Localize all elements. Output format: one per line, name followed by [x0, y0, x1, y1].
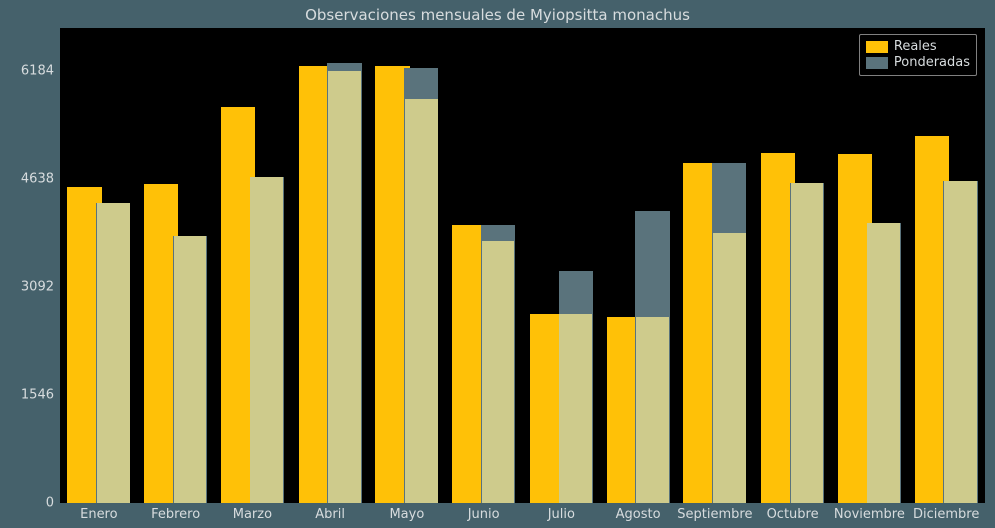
xtick-label: Abril [315, 507, 345, 522]
bar-thirdoverlay [97, 203, 130, 503]
bar-thirdoverlay [636, 317, 669, 503]
xtick-label: Enero [80, 507, 117, 522]
xtick-label: Febrero [151, 507, 200, 522]
bar-thirdoverlay [174, 236, 207, 503]
xtick-label: Septiembre [677, 507, 752, 522]
ytick-label: 3092 [21, 280, 54, 295]
legend-label: Ponderadas [894, 55, 970, 71]
ytick-label: 0 [46, 496, 54, 511]
xtick-label: Diciembre [913, 507, 979, 522]
legend-item: Reales [866, 39, 970, 55]
legend-swatch [866, 41, 888, 53]
xtick-label: Noviembre [834, 507, 905, 522]
xtick-label: Octubre [767, 507, 819, 522]
ytick-label: 6184 [21, 64, 54, 79]
bar-thirdoverlay [944, 181, 977, 503]
xtick-label: Julio [548, 507, 575, 522]
bar-thirdoverlay [328, 71, 361, 503]
chart-title: Observaciones mensuales de Myiopsitta mo… [0, 6, 995, 24]
legend-label: Reales [894, 39, 937, 55]
legend-swatch [866, 57, 888, 69]
ytick-label: 1546 [21, 388, 54, 403]
xtick-label: Marzo [233, 507, 272, 522]
bar-thirdoverlay [250, 177, 283, 503]
legend-item: Ponderadas [866, 55, 970, 71]
figure: Observaciones mensuales de Myiopsitta mo… [0, 0, 995, 528]
xtick-label: Mayo [389, 507, 424, 522]
xtick-label: Junio [468, 507, 500, 522]
xtick-label: Agosto [616, 507, 661, 522]
bar-thirdoverlay [405, 99, 438, 503]
bar-thirdoverlay [867, 223, 900, 503]
legend: RealesPonderadas [859, 34, 977, 76]
bar-thirdoverlay [559, 314, 592, 503]
bar-thirdoverlay [713, 233, 746, 503]
chart-axes: 01546309246386184EneroFebreroMarzoAbrilM… [60, 28, 985, 503]
bar-thirdoverlay [482, 241, 515, 503]
bar-thirdoverlay [791, 183, 824, 503]
ytick-label: 4638 [21, 172, 54, 187]
